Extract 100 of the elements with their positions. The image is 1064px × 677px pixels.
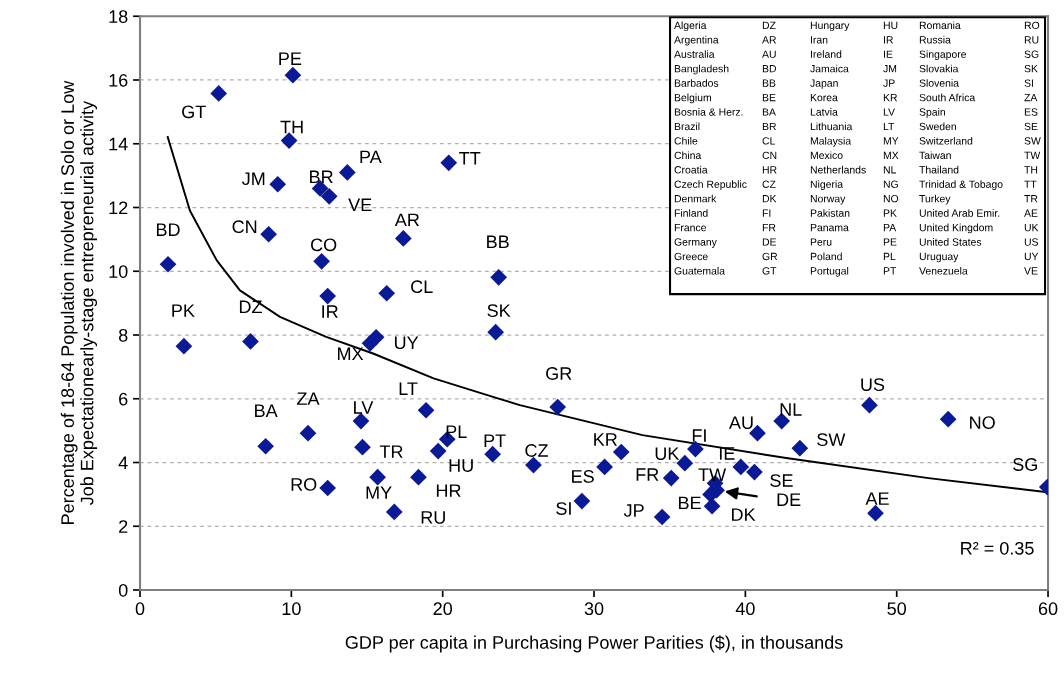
annotation: GT: [762, 267, 777, 275]
annotation: NO: [883, 194, 899, 203]
annotation: LT: [883, 122, 895, 131]
annotation: Korea: [810, 93, 838, 102]
annotation: NL: [883, 166, 897, 174]
point: [313, 253, 330, 270]
annotation: TT: [1024, 180, 1037, 188]
annotation: Latvia: [810, 108, 838, 116]
point: [299, 424, 317, 442]
annotation: BB: [762, 79, 776, 87]
text: DE: [777, 493, 801, 506]
annotation: Hungary: [810, 21, 850, 32]
point: [210, 85, 228, 102]
annotation: Australia: [674, 50, 715, 58]
annotation: AR: [762, 36, 777, 44]
point: [260, 225, 278, 243]
point: [339, 164, 356, 181]
series-label: AU: [728, 416, 753, 430]
point: [257, 437, 274, 455]
series-label: CZ: [525, 444, 548, 457]
annotation: JP: [883, 79, 895, 87]
x-tick-label: 50: [887, 602, 907, 616]
x-tick-label: 0: [135, 602, 145, 616]
annotation: LV: [883, 108, 895, 116]
series-label: RO: [291, 478, 317, 491]
point: [352, 412, 370, 430]
annotation: Switzerland: [919, 136, 973, 145]
point: [320, 188, 338, 205]
series-label: SG: [1013, 458, 1037, 471]
annotation: GR: [762, 252, 778, 261]
series-label: HR: [436, 484, 461, 497]
annotation: Sweden: [919, 122, 956, 131]
annotation: US: [1024, 238, 1039, 246]
series-label: PT: [484, 434, 506, 447]
annotation: Czech Republic: [674, 180, 747, 190]
y-tick-label: 0: [118, 583, 128, 597]
annotation: CZ: [762, 180, 776, 188]
series-label: SK: [487, 304, 511, 317]
annotation: Singapore: [919, 50, 967, 60]
point: [703, 497, 721, 515]
series-label: PL: [446, 425, 467, 438]
point: [429, 442, 447, 460]
point: [662, 469, 680, 487]
annotation: Netherlands: [810, 165, 866, 174]
y-tick-label: 2: [119, 520, 128, 533]
annotation: AE: [1024, 209, 1038, 217]
annotation: FI: [762, 209, 771, 217]
annotation: Germany: [674, 238, 717, 248]
annotation: Chile: [674, 136, 698, 145]
annotation: SE: [1024, 122, 1038, 131]
annotation: Norway: [810, 195, 846, 205]
annotation: Belgium: [674, 93, 711, 104]
annotation: PA: [883, 223, 897, 232]
annotation: PT: [883, 267, 897, 275]
annotation: CL: [762, 137, 775, 145]
y-tick-label: 14: [109, 137, 128, 151]
annotation: RO: [1024, 21, 1040, 30]
annotation: TR: [1024, 195, 1038, 203]
annotation: Poland: [810, 252, 842, 261]
point: [284, 66, 302, 84]
annotation: R² = 0.35: [961, 541, 1034, 555]
annotation: ES: [1024, 108, 1038, 116]
annotation: TW: [1024, 151, 1041, 159]
annotation: Guatemala: [674, 266, 725, 275]
annotation: SW: [1024, 137, 1041, 145]
annotation: Portugal: [810, 266, 849, 277]
series-label: HU: [449, 459, 473, 472]
point: [440, 154, 458, 172]
annotation: United States: [919, 238, 982, 246]
series-label: TR: [379, 445, 403, 458]
annotation: Bangladesh: [674, 64, 729, 75]
series-label: NO: [970, 416, 995, 429]
annotation: Bosnia & Herz.: [674, 108, 743, 116]
y-tick-label: 12: [109, 201, 128, 215]
annotation: IR: [884, 36, 893, 44]
series-label: TH: [280, 120, 303, 134]
series-label: US: [861, 378, 885, 391]
annotation: South Africa: [919, 93, 976, 102]
annotation: PL: [883, 252, 896, 261]
point: [573, 492, 591, 510]
annotation: TH: [1024, 166, 1038, 174]
series-label: AE: [865, 492, 889, 505]
series-label: FI: [692, 429, 706, 442]
point: [269, 175, 287, 193]
annotation: United Kingdom: [919, 223, 993, 234]
annotation: HR: [762, 166, 777, 174]
series-label: JM: [241, 172, 265, 186]
annotation: MX: [883, 151, 899, 159]
series-label: CO: [311, 238, 337, 252]
annotation: Venezuela: [919, 266, 968, 275]
annotation: UY: [1024, 252, 1039, 261]
point: [385, 503, 403, 521]
annotation: DZ: [762, 21, 776, 29]
annotation: Slovakia: [919, 64, 959, 73]
annotation: DK: [762, 195, 777, 203]
series-label: CN: [232, 220, 257, 234]
series-label: JP: [623, 504, 644, 517]
annotation: Croatia: [674, 165, 708, 174]
series-label: TT: [459, 152, 481, 165]
series-label: BB: [487, 235, 509, 248]
